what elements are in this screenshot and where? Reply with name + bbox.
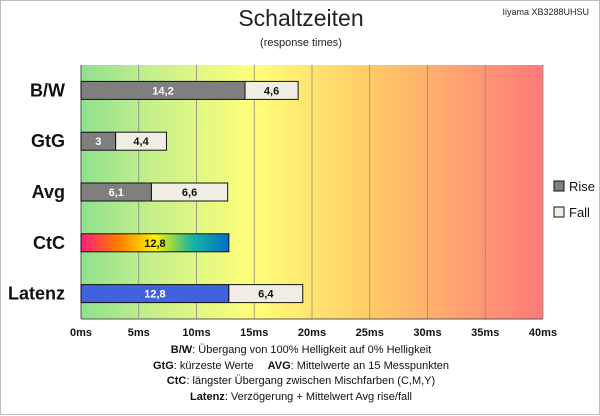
legend-label: Fall <box>569 205 590 220</box>
bar-fall <box>228 284 304 304</box>
note-line-latenz: Latenz: Verzögerung + Mittelwert Avg ris… <box>189 390 413 403</box>
category-label: CtC <box>33 233 65 253</box>
x-tick-label: 35ms <box>471 327 499 339</box>
x-tick-label: 40ms <box>529 327 557 339</box>
note-line-bw: B/W: Übergang von 100% Helligkeit auf 0%… <box>170 344 432 356</box>
legend-label: Rise <box>569 179 595 194</box>
note-line-gtg-avg: GtG: kürzeste Werte AVG: Mittelwerte an 1… <box>152 359 450 372</box>
category-label: B/W <box>30 80 65 100</box>
bar-rise <box>80 233 230 253</box>
bar-rise-label: 6,1 <box>109 187 124 199</box>
notes: B/W: Übergang von 100% Helligkeit auf 0%… <box>1 343 600 405</box>
bar-rise-label: 3 <box>95 136 101 148</box>
chart-subtitle: (response times) <box>260 37 342 49</box>
bar-fall <box>150 182 229 202</box>
x-tick-label: 25ms <box>356 327 384 339</box>
x-tick-label: 10ms <box>182 327 210 339</box>
category-label: Avg <box>32 182 65 202</box>
bar-fall-label: 4,6 <box>264 85 279 97</box>
x-tick-label: 0ms <box>70 327 92 339</box>
chart-title: Schaltzeiten <box>238 5 364 31</box>
category-label: GtG <box>31 131 65 151</box>
category-label: Latenz <box>8 284 65 304</box>
x-tick-label: 20ms <box>298 327 326 339</box>
bar-rise-label: 12,8 <box>144 238 165 250</box>
x-tick-label: 30ms <box>413 327 441 339</box>
x-tick-label: 15ms <box>240 327 268 339</box>
monitor-model: Iiyama XB3288UHSU <box>502 7 589 17</box>
legend-swatch <box>553 206 565 218</box>
bar-fall-label: 6,4 <box>258 289 274 301</box>
bar-fall-label: 6,6 <box>182 187 197 199</box>
bar-fall <box>115 131 167 151</box>
x-tick-label: 5ms <box>128 327 150 339</box>
bar-fall <box>244 80 299 100</box>
bar-rise-label: 14,2 <box>152 85 173 97</box>
note-line-ctc: CtC: längster Übergang zwischen Mischfar… <box>166 375 436 387</box>
bar-rise-label: 12,8 <box>144 289 165 301</box>
legend-swatch <box>553 180 565 192</box>
bar-fall-label: 4,4 <box>133 136 149 148</box>
